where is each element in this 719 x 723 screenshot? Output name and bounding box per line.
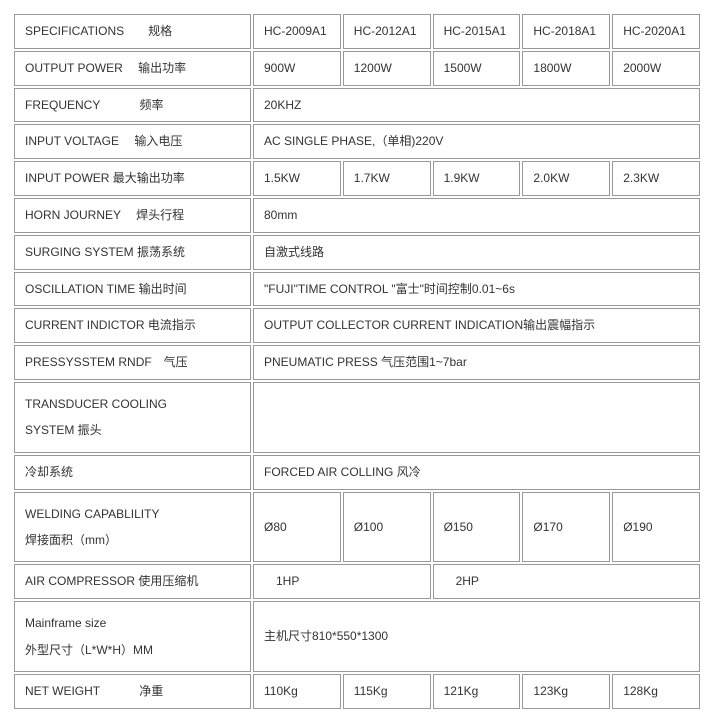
row-press-system: PRESSYSSTEM RNDF 气压 PNEUMATIC PRESS 气压范围… [14,345,700,380]
row-horn-journey: HORN JOURNEY 焊头行程 80mm [14,198,700,233]
row-specifications: SPECIFICATIONS 规格 HC-2009A1 HC-2012A1 HC… [14,14,700,49]
welding-capability-label: WELDING CAPABLILITY焊接面积（mm） [14,492,251,563]
output-power-c4: 1800W [522,51,610,86]
air-compressor-label: AIR COMPRESSOR 使用压缩机 [14,564,251,599]
row-transducer-cooling: TRANSDUCER COOLING SYSTEM 振头 [14,382,700,453]
row-current-indictor: CURRENT INDICTOR 电流指示 OUTPUT COLLECTOR C… [14,308,700,343]
input-power-c3: 1.9KW [433,161,521,196]
output-power-c2: 1200W [343,51,431,86]
press-system-label: PRESSYSSTEM RNDF 气压 [14,345,251,380]
welding-capability-c4: Ø170 [522,492,610,563]
transducer-cooling-label: TRANSDUCER COOLING SYSTEM 振头 [14,382,251,453]
input-voltage-label: INPUT VOLTAGE 输入电压 [14,124,251,159]
oscillation-time-value: "FUJI"TIME CONTROL "富士"时间控制0.01~6s [253,272,700,307]
frequency-label: FREQUENCY 频率 [14,88,251,123]
welding-capability-c1: Ø80 [253,492,341,563]
frequency-value: 20KHZ [253,88,700,123]
net-weight-c3: 121Kg [433,674,521,709]
air-compressor-c1: 1HP [253,564,431,599]
output-power-c3: 1500W [433,51,521,86]
output-power-c5: 2000W [612,51,700,86]
row-net-weight: NET WEIGHT 净重 110Kg 115Kg 121Kg 123Kg 12… [14,674,700,709]
transducer-cooling-value [253,382,700,453]
spec-c1: HC-2009A1 [253,14,341,49]
net-weight-c5: 128Kg [612,674,700,709]
row-input-power: INPUT POWER 最大输出功率 1.5KW 1.7KW 1.9KW 2.0… [14,161,700,196]
net-weight-c2: 115Kg [343,674,431,709]
output-power-c1: 900W [253,51,341,86]
net-weight-c4: 123Kg [522,674,610,709]
net-weight-c1: 110Kg [253,674,341,709]
horn-journey-label: HORN JOURNEY 焊头行程 [14,198,251,233]
row-output-power: OUTPUT POWER 输出功率 900W 1200W 1500W 1800W… [14,51,700,86]
welding-capability-c2: Ø100 [343,492,431,563]
oscillation-time-label: OSCILLATION TIME 输出时间 [14,272,251,307]
welding-capability-c3: Ø150 [433,492,521,563]
input-voltage-value: AC SINGLE PHASE,（单相)220V [253,124,700,159]
horn-journey-value: 80mm [253,198,700,233]
current-indictor-label: CURRENT INDICTOR 电流指示 [14,308,251,343]
welding-capability-c5: Ø190 [612,492,700,563]
spec-c3: HC-2015A1 [433,14,521,49]
press-system-value: PNEUMATIC PRESS 气压范围1~7bar [253,345,700,380]
spec-label: SPECIFICATIONS 规格 [14,14,251,49]
spec-c4: HC-2018A1 [522,14,610,49]
surging-system-value: 自激式线路 [253,235,700,270]
cooling-system-label: 冷却系统 [14,455,251,490]
output-power-label: OUTPUT POWER 输出功率 [14,51,251,86]
row-input-voltage: INPUT VOLTAGE 输入电压 AC SINGLE PHASE,（单相)2… [14,124,700,159]
input-power-c4: 2.0KW [522,161,610,196]
current-indictor-value: OUTPUT COLLECTOR CURRENT INDICATION输出震幅指… [253,308,700,343]
input-power-c1: 1.5KW [253,161,341,196]
mainframe-size-value: 主机尺寸810*550*1300 [253,601,700,672]
input-power-c2: 1.7KW [343,161,431,196]
spec-c5: HC-2020A1 [612,14,700,49]
surging-system-label: SURGING SYSTEM 振荡系统 [14,235,251,270]
row-oscillation-time: OSCILLATION TIME 输出时间 "FUJI"TIME CONTROL… [14,272,700,307]
cooling-system-value: FORCED AIR COLLING 风冷 [253,455,700,490]
input-power-label: INPUT POWER 最大输出功率 [14,161,251,196]
row-cooling-system: 冷却系统 FORCED AIR COLLING 风冷 [14,455,700,490]
mainframe-size-label: Mainframe size外型尺寸（L*W*H）MM [14,601,251,672]
row-surging-system: SURGING SYSTEM 振荡系统 自激式线路 [14,235,700,270]
row-frequency: FREQUENCY 频率 20KHZ [14,88,700,123]
row-mainframe-size: Mainframe size外型尺寸（L*W*H）MM 主机尺寸810*550*… [14,601,700,672]
spec-c2: HC-2012A1 [343,14,431,49]
specifications-table: SPECIFICATIONS 规格 HC-2009A1 HC-2012A1 HC… [12,12,702,711]
row-welding-capability: WELDING CAPABLILITY焊接面积（mm） Ø80 Ø100 Ø15… [14,492,700,563]
air-compressor-c2: 2HP [433,564,700,599]
row-air-compressor: AIR COMPRESSOR 使用压缩机 1HP 2HP [14,564,700,599]
net-weight-label: NET WEIGHT 净重 [14,674,251,709]
input-power-c5: 2.3KW [612,161,700,196]
